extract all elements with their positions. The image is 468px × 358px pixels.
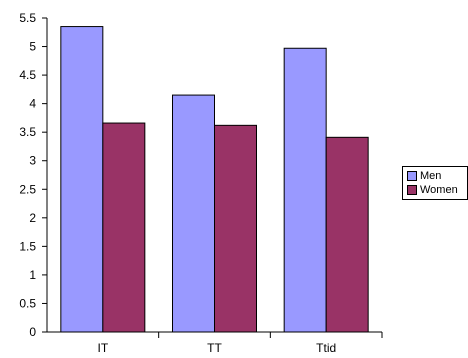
bar-men-it [60,26,104,333]
legend-item-men: Men [407,170,441,182]
x-tick-label: IT [97,341,108,355]
bar-women-it [102,122,146,333]
y-tick-label: 1.5 [19,239,36,253]
y-tick-label: 0 [29,325,36,339]
bar-men-ttid [283,47,327,333]
legend-item-women: Women [407,184,458,196]
y-tick-label: 2.5 [19,182,36,196]
y-tick-label: 4 [29,97,36,111]
bar-women-ttid [325,136,369,333]
y-tick-label: 3.5 [19,125,36,139]
legend-swatch-men [407,171,417,181]
y-tick-label: 1 [29,268,36,282]
chart-tick-labels: 0 0.5 1 1.5 2 2.5 3 3.5 4 4.5 5 5.5 IT TT Ttid [19,11,336,355]
x-tick-label: Ttid [316,341,336,355]
y-tick-label: 0.5 [19,296,36,310]
y-tick-label: 2 [29,211,36,225]
y-tick-label: 5.5 [19,11,36,25]
x-tick-label: TT [207,341,222,355]
y-tick-label: 4.5 [19,68,36,82]
bar-women-tt [214,124,257,333]
legend: Men Women [402,166,468,200]
legend-label-women: Women [420,184,458,196]
legend-swatch-women [407,185,417,195]
y-tick-label: 3 [29,154,36,168]
chart-bars [60,26,369,333]
bar-men-tt [172,94,215,333]
y-tick-label: 5 [29,40,36,54]
legend-label-men: Men [420,170,442,182]
